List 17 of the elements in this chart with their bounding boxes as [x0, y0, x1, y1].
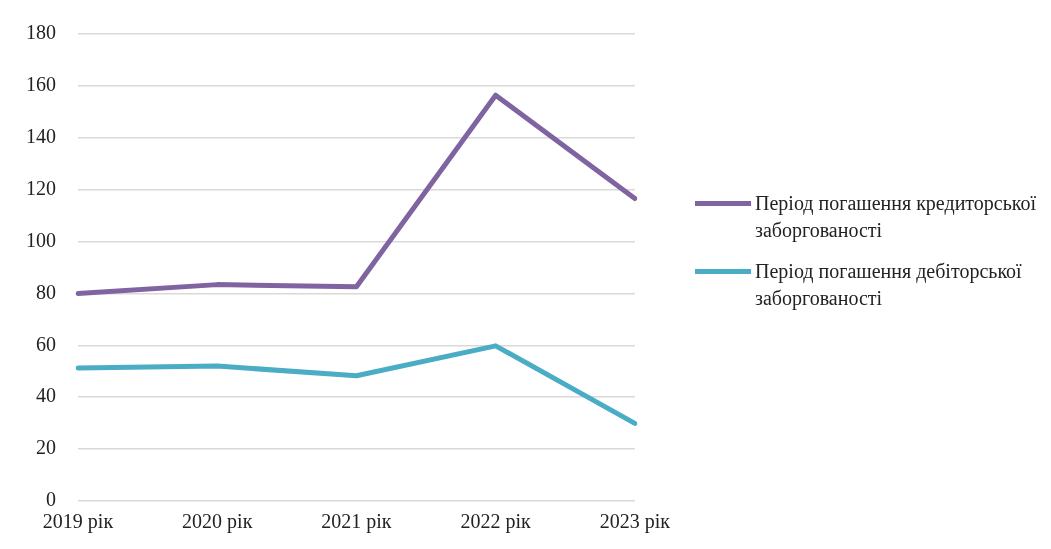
y-tick-label: 40: [36, 384, 56, 407]
y-tick-label: 60: [36, 332, 56, 355]
legend-label: Період погашення кредиторської заборгованості: [755, 191, 1038, 244]
y-tick-label: 180: [26, 21, 56, 44]
y-tick-label: 100: [26, 228, 56, 251]
y-tick-label: 80: [36, 280, 56, 303]
y-tick-label: 120: [26, 176, 56, 199]
y-tick-label: 160: [26, 73, 56, 96]
x-tick-label: 2019 рік: [42, 510, 114, 534]
y-tick-label: 20: [36, 436, 56, 459]
x-tick-label: 2022 рік: [460, 510, 532, 534]
y-tick-label: 140: [26, 125, 56, 148]
legend-label: Період погашення дебіторської заборгованості: [755, 259, 1023, 312]
x-tick-label: 2021 рік: [321, 510, 392, 534]
x-tick-label: 2023 рік: [599, 510, 671, 534]
y-tick-label: 0: [46, 488, 56, 511]
x-tick-label: 2020 рік: [182, 510, 253, 534]
